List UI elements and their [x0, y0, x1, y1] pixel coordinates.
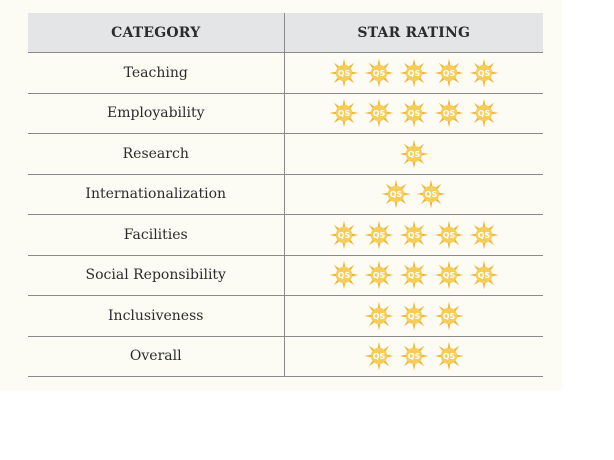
- qs-star-icon: QS: [364, 260, 394, 290]
- star-group: QS QS: [285, 179, 544, 209]
- qs-star-icon: QS: [469, 58, 499, 88]
- star-group: QS QS QS QS QS: [285, 260, 544, 290]
- star-group: QS QS QS: [285, 341, 544, 371]
- rating-panel: CATEGORY STAR RATING Teaching QS QS QS QS QS…: [0, 0, 562, 390]
- svg-text:QS: QS: [372, 109, 385, 118]
- category-cell: Overall: [28, 336, 285, 377]
- qs-star-icon: QS: [364, 341, 394, 371]
- svg-text:QS: QS: [372, 352, 385, 361]
- svg-text:QS: QS: [477, 69, 490, 78]
- svg-text:QS: QS: [372, 69, 385, 78]
- star-group: QS: [285, 139, 544, 169]
- qs-star-icon: QS: [434, 260, 464, 290]
- svg-text:QS: QS: [337, 69, 350, 78]
- rating-cell: QS QS QS QS QS: [284, 93, 543, 134]
- qs-star-icon: QS: [399, 220, 429, 250]
- qs-star-icon: QS: [329, 260, 359, 290]
- svg-text:QS: QS: [407, 109, 420, 118]
- qs-star-icon: QS: [329, 220, 359, 250]
- rating-cell: QS QS QS: [284, 295, 544, 337]
- table-row: Employability QS QS QS QS QS: [28, 93, 543, 134]
- table-row: Internationalization QS QS: [28, 174, 543, 215]
- qs-star-icon: QS: [364, 220, 394, 250]
- qs-star-icon: QS: [399, 260, 429, 290]
- category-cell: Teaching: [28, 52, 285, 94]
- table-body: Teaching QS QS QS QS QS Employability QS QS QS…: [28, 52, 544, 377]
- svg-text:QS: QS: [425, 190, 438, 199]
- qs-star-icon: QS: [434, 58, 464, 88]
- qs-star-icon: QS: [329, 98, 359, 128]
- svg-text:QS: QS: [337, 231, 350, 240]
- star-group: QS QS QS QS QS: [285, 220, 544, 250]
- rating-cell: QS: [284, 133, 544, 175]
- qs-star-icon: QS: [364, 301, 394, 331]
- svg-text:QS: QS: [442, 352, 455, 361]
- qs-star-icon: QS: [329, 58, 359, 88]
- svg-text:QS: QS: [477, 271, 490, 280]
- qs-star-icon: QS: [469, 220, 499, 250]
- qs-star-icon: QS: [469, 98, 499, 128]
- category-cell: Employability: [28, 93, 285, 134]
- svg-text:QS: QS: [372, 312, 385, 321]
- category-cell: Facilities: [28, 214, 285, 256]
- qs-star-icon: QS: [399, 301, 429, 331]
- qs-star-icon: QS: [381, 179, 411, 209]
- svg-text:QS: QS: [407, 312, 420, 321]
- star-group: QS QS QS QS QS: [285, 98, 544, 128]
- qs-star-icon: QS: [364, 98, 394, 128]
- svg-text:QS: QS: [407, 352, 420, 361]
- svg-text:QS: QS: [477, 231, 490, 240]
- svg-text:QS: QS: [442, 109, 455, 118]
- svg-text:QS: QS: [407, 69, 420, 78]
- table-header-row: CATEGORY STAR RATING: [28, 13, 543, 53]
- qs-star-icon: QS: [364, 58, 394, 88]
- qs-star-icon: QS: [399, 139, 429, 169]
- qs-star-icon: QS: [469, 260, 499, 290]
- table-row: Facilities QS QS QS QS QS: [28, 214, 544, 256]
- table-row: Research QS: [28, 133, 544, 175]
- star-group: QS QS QS: [285, 301, 544, 331]
- svg-text:QS: QS: [372, 231, 385, 240]
- svg-text:QS: QS: [442, 231, 455, 240]
- svg-text:QS: QS: [407, 231, 420, 240]
- star-group: QS QS QS QS QS: [285, 58, 544, 88]
- table-row: Teaching QS QS QS QS QS: [28, 52, 544, 94]
- svg-text:QS: QS: [442, 312, 455, 321]
- rating-cell: QS QS QS: [284, 336, 543, 377]
- star-rating-table: CATEGORY STAR RATING Teaching QS QS QS QS QS…: [28, 13, 543, 377]
- header-star-rating: STAR RATING: [284, 13, 543, 53]
- rating-cell: QS QS QS QS QS: [284, 52, 544, 94]
- table-row: Social Reponsibility QS QS QS QS QS: [28, 255, 543, 296]
- qs-star-icon: QS: [399, 98, 429, 128]
- category-cell: Internationalization: [28, 174, 285, 215]
- svg-text:QS: QS: [372, 271, 385, 280]
- svg-text:QS: QS: [407, 150, 420, 159]
- category-cell: Social Reponsibility: [28, 255, 285, 296]
- svg-text:QS: QS: [442, 271, 455, 280]
- qs-star-icon: QS: [434, 301, 464, 331]
- header-category: CATEGORY: [28, 13, 285, 53]
- category-cell: Inclusiveness: [28, 295, 285, 337]
- rating-cell: QS QS QS QS QS: [284, 214, 544, 256]
- qs-star-icon: QS: [399, 58, 429, 88]
- qs-star-icon: QS: [434, 341, 464, 371]
- category-cell: Research: [28, 133, 285, 175]
- qs-star-icon: QS: [416, 179, 446, 209]
- qs-star-icon: QS: [434, 98, 464, 128]
- rating-cell: QS QS: [284, 174, 543, 215]
- svg-text:QS: QS: [337, 109, 350, 118]
- qs-star-icon: QS: [434, 220, 464, 250]
- svg-text:QS: QS: [442, 69, 455, 78]
- svg-text:QS: QS: [477, 109, 490, 118]
- svg-text:QS: QS: [337, 271, 350, 280]
- qs-star-icon: QS: [399, 341, 429, 371]
- table-row: Overall QS QS QS: [28, 336, 543, 377]
- table-row: Inclusiveness QS QS QS: [28, 295, 544, 337]
- svg-text:QS: QS: [407, 271, 420, 280]
- svg-text:QS: QS: [390, 190, 403, 199]
- rating-cell: QS QS QS QS QS: [284, 255, 543, 296]
